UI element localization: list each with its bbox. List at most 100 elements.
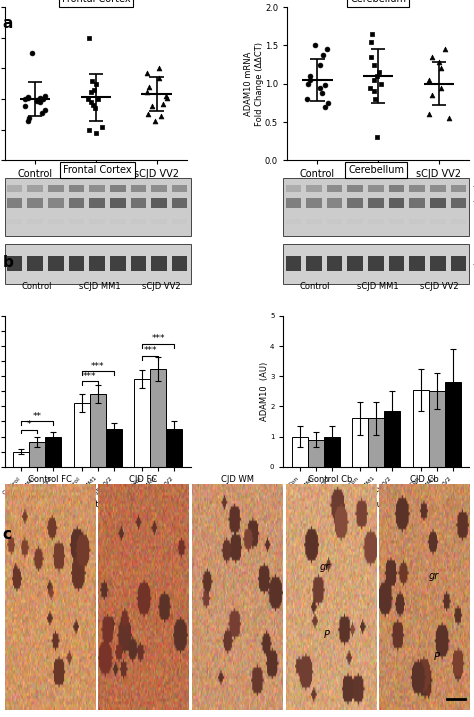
Title: CJD FC: CJD FC [129,475,157,484]
Point [311,39,319,51]
Point [370,86,377,98]
Bar [430,219,446,224]
Bar [410,199,425,208]
Bar [410,219,425,224]
Text: Precursor: Precursor [296,500,336,509]
Bar [368,419,384,467]
Point [41,90,49,102]
Point [39,93,47,105]
Point [24,91,31,103]
Point [367,51,375,62]
Point [143,86,151,98]
Point [321,101,328,113]
Bar [451,257,466,271]
Point [42,105,49,116]
Bar [172,184,187,192]
Point [324,98,331,109]
Y-axis label: ADAM10 mRNA
Fold Change (ΔΔCT): ADAM10 mRNA Fold Change (ΔΔCT) [244,42,264,125]
Title: Frontal Cortex: Frontal Cortex [64,165,132,175]
Text: ***: *** [83,372,96,381]
Bar [48,257,64,271]
Point [21,101,28,113]
Title: Frontal Cortex: Frontal Cortex [62,0,130,4]
Point [163,90,170,102]
Bar [430,257,446,271]
Text: Control: Control [300,282,330,291]
Text: Mature: Mature [83,500,112,509]
Point [144,109,152,120]
Bar [347,199,363,208]
Text: Total: Total [427,500,447,509]
Bar [410,184,425,192]
Point [157,110,164,122]
Bar [306,219,322,224]
Bar [48,219,64,224]
Bar [110,257,126,271]
Bar [429,391,445,467]
Y-axis label: ADAM10  (AU): ADAM10 (AU) [260,361,269,421]
Bar [172,219,187,224]
Point [159,98,167,110]
Text: *: * [27,420,31,429]
Bar [7,219,22,224]
Bar [283,244,469,284]
Bar [306,199,322,208]
Bar [106,429,121,467]
Bar [389,199,404,208]
Title: CJD WM: CJD WM [220,475,254,484]
Point [370,75,377,86]
Bar [27,219,43,224]
Point [322,80,329,91]
Bar [285,199,301,208]
Bar [324,437,340,467]
Point [152,115,159,126]
Bar [327,257,342,271]
Text: P: P [433,652,439,663]
Title: Cerebellum: Cerebellum [348,165,404,175]
Text: -ADAM10m: -ADAM10m [473,199,474,204]
Text: -β-actin: -β-actin [473,261,474,267]
Bar [308,440,324,467]
Bar [389,257,404,271]
Text: sCJD VV2: sCJD VV2 [142,282,180,291]
Point [88,75,95,87]
Bar [5,244,191,284]
Point [373,70,381,82]
Point [85,32,93,44]
Point [88,86,95,98]
Bar [368,219,383,224]
Bar [389,184,404,192]
Point [36,97,44,108]
Bar [90,219,105,224]
Bar [384,411,400,467]
Point [306,70,314,82]
Bar [430,184,446,192]
Point [375,67,383,78]
Bar [445,382,461,467]
Text: ***: *** [91,361,104,371]
Point [316,82,323,93]
Bar [48,184,64,192]
Point [155,62,163,74]
Bar [48,199,64,208]
Text: gr: gr [429,571,439,581]
Point [34,95,41,107]
Point [91,103,99,114]
Point [91,84,98,95]
Point [28,47,36,59]
Bar [353,419,368,467]
Title: CJD Cb: CJD Cb [410,475,438,484]
Bar [27,184,43,192]
Text: sCJD VV2: sCJD VV2 [420,282,459,291]
Text: P: P [323,630,329,640]
Text: c: c [2,527,11,542]
Text: b: b [2,255,13,270]
Point [324,44,331,55]
Text: Total: Total [148,500,168,509]
Point [84,93,92,105]
Bar [292,437,308,467]
Text: sCJD MM1: sCJD MM1 [357,282,399,291]
Bar [131,257,146,271]
Bar [69,184,84,192]
Text: sCJD MM1: sCJD MM1 [79,282,120,291]
